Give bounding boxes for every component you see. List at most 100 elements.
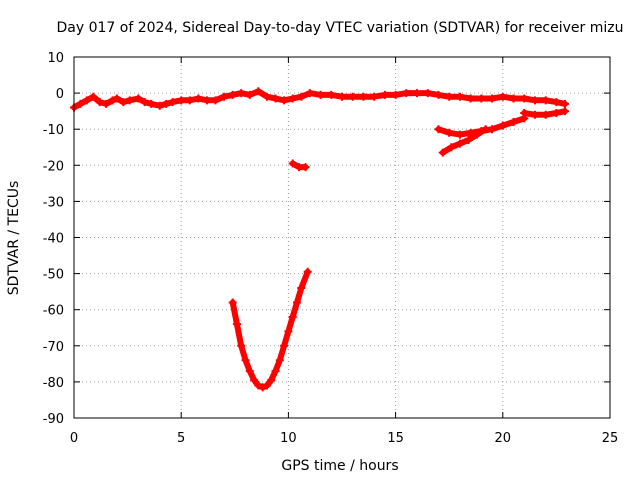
- data-point: [541, 110, 550, 119]
- data-point: [348, 92, 357, 101]
- data-point: [258, 383, 267, 392]
- data-point: [552, 98, 561, 107]
- x-axis-label: GPS time / hours: [281, 458, 398, 474]
- data-point: [194, 94, 203, 103]
- x-tick-label: 20: [495, 431, 512, 446]
- y-tick-label: -20: [43, 159, 64, 174]
- data-point: [241, 356, 250, 365]
- data-point: [95, 98, 104, 107]
- x-tick-labels: 0 5 10 15 20 25: [70, 431, 618, 446]
- data-point: [237, 341, 246, 350]
- x-tick-label: 5: [177, 431, 185, 446]
- data-point: [288, 94, 297, 103]
- data-point: [445, 92, 454, 101]
- y-tick-label: -80: [43, 376, 64, 391]
- data-point: [477, 94, 486, 103]
- data-point: [108, 96, 117, 105]
- data-point: [509, 94, 518, 103]
- data-point: [245, 367, 254, 376]
- data-point: [520, 108, 529, 117]
- x-tick-label: 0: [70, 431, 78, 446]
- data-point: [185, 96, 194, 105]
- data-point: [297, 92, 306, 101]
- data-point: [297, 284, 306, 293]
- data-point: [488, 94, 497, 103]
- series-layer: [70, 87, 569, 392]
- data-point: [466, 94, 475, 103]
- data-point: [155, 101, 164, 110]
- data-point: [316, 90, 325, 99]
- data-point: [228, 298, 237, 307]
- data-point: [359, 92, 368, 101]
- data-point: [292, 298, 301, 307]
- data-point: [89, 92, 98, 101]
- data-point: [455, 139, 464, 148]
- data-point: [434, 125, 443, 134]
- data-point: [119, 98, 128, 107]
- y-tick-labels: 10 0 -10 -20 -30 -40 -50 -60 -70 -80 -90: [43, 51, 64, 427]
- data-point: [520, 94, 529, 103]
- data-point: [481, 125, 490, 134]
- x-tick-label: 25: [602, 431, 619, 446]
- data-point: [134, 94, 143, 103]
- data-point: [473, 130, 482, 139]
- data-point: [498, 92, 507, 101]
- data-point: [254, 381, 263, 390]
- data-point: [552, 108, 561, 117]
- data-point: [455, 92, 464, 101]
- data-point: [112, 94, 121, 103]
- data-point: [402, 89, 411, 98]
- data-point: [271, 367, 280, 376]
- data-point: [560, 107, 569, 116]
- data-point: [498, 121, 507, 130]
- data-point: [262, 381, 271, 390]
- data-point: [284, 327, 293, 336]
- data-point: [380, 90, 389, 99]
- data-point: [301, 163, 310, 172]
- y-tick-label: -90: [43, 412, 64, 427]
- data-point: [211, 96, 220, 105]
- data-point: [245, 90, 254, 99]
- data-point: [509, 117, 518, 126]
- data-point: [140, 98, 149, 107]
- y-tick-label: -60: [43, 304, 64, 319]
- data-point: [267, 376, 276, 385]
- data-point: [271, 94, 280, 103]
- data-point: [76, 99, 85, 108]
- series-deep-dip: [229, 268, 311, 391]
- data-point: [338, 92, 346, 101]
- y-tick-label: -10: [43, 123, 64, 138]
- y-tick-label: -50: [43, 268, 64, 283]
- data-point: [447, 143, 456, 152]
- data-point: [530, 96, 539, 105]
- data-point: [162, 99, 171, 108]
- x-tick-label: 15: [387, 431, 404, 446]
- data-point: [232, 320, 241, 329]
- data-point: [327, 90, 336, 99]
- ticks: [73, 56, 611, 419]
- data-point: [560, 99, 569, 108]
- data-point: [280, 341, 289, 350]
- data-point: [254, 87, 263, 96]
- data-point: [237, 89, 246, 98]
- data-point: [305, 89, 314, 98]
- data-point: [168, 98, 177, 107]
- data-point: [445, 128, 454, 137]
- data-point: [541, 96, 550, 105]
- y-tick-label: 10: [47, 51, 64, 66]
- data-point: [391, 90, 400, 99]
- data-point: [455, 130, 464, 139]
- data-point: [530, 110, 539, 119]
- data-point: [177, 96, 186, 105]
- y-tick-label: -70: [43, 340, 64, 355]
- data-point: [288, 312, 297, 321]
- data-point: [434, 90, 443, 99]
- data-point: [275, 356, 284, 365]
- data-point: [262, 92, 271, 101]
- data-point: [228, 90, 237, 99]
- data-point: [280, 96, 289, 105]
- y-tick-label: -40: [43, 232, 64, 247]
- x-tick-label: 10: [280, 431, 297, 446]
- data-point: [125, 96, 134, 105]
